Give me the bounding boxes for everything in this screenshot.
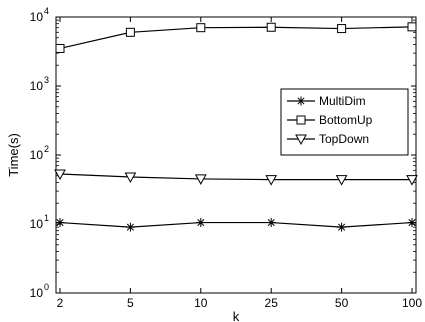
data-point [407, 218, 417, 228]
data-point [55, 218, 65, 228]
x-tick-label: 100 [402, 296, 422, 310]
series-line [59, 221, 413, 228]
x-axis-label: k [233, 309, 240, 322]
x-tick-label: 10 [194, 296, 208, 310]
legend-label: MultiDim [319, 94, 366, 108]
data-point [124, 172, 137, 184]
data-point [125, 27, 135, 37]
x-tick-label: 5 [127, 296, 134, 310]
x-tick-label: 50 [335, 296, 349, 310]
y-tick-label: 10 [30, 217, 44, 231]
y-tick-label: 10 [30, 286, 44, 300]
data-point [196, 218, 206, 228]
data-point [266, 22, 276, 32]
data-point [337, 222, 347, 232]
y-tick-exponent: 3 [44, 75, 49, 85]
legend: MultiDim BottomUp TopDown [280, 88, 409, 156]
y-tick-exponent: 1 [44, 213, 49, 223]
square-marker [296, 115, 306, 125]
series-line [59, 173, 412, 181]
y-axis-label: Time(s) [6, 133, 21, 177]
data-point [125, 222, 135, 232]
legend-item: BottomUp [287, 113, 373, 127]
x-tick-label: 2 [57, 296, 64, 310]
legend-item: TopDown [287, 132, 369, 146]
data-point [55, 43, 65, 53]
data-point [407, 22, 417, 32]
data-point [406, 175, 418, 186]
legend-item: MultiDim [287, 94, 366, 108]
series-bottomup [55, 22, 417, 53]
ticks: 10 010 110 210 310 42 5 10 25 50 100 [30, 6, 423, 310]
legend-label: BottomUp [319, 113, 373, 127]
data-point [194, 174, 207, 185]
asterisk-marker [296, 96, 306, 106]
data-point [335, 175, 348, 186]
x-tick-label: 25 [265, 296, 279, 310]
legend-label: TopDown [319, 132, 369, 146]
triangle-down-marker [295, 134, 307, 146]
y-tick-label: 10 [30, 148, 44, 162]
data-point [266, 218, 276, 228]
data-point [337, 24, 347, 34]
y-tick-exponent: 0 [44, 282, 49, 292]
y-tick-label: 10 [30, 10, 44, 24]
series-topdown [54, 169, 418, 186]
data-point [54, 169, 66, 181]
series-layer [54, 22, 418, 232]
series-line [59, 26, 413, 50]
y-tick-label: 10 [30, 79, 44, 93]
series-multidim [55, 218, 417, 232]
data-point [196, 23, 206, 33]
data-point [265, 175, 278, 186]
y-tick-exponent: 2 [44, 144, 49, 154]
y-tick-exponent: 4 [44, 6, 49, 16]
